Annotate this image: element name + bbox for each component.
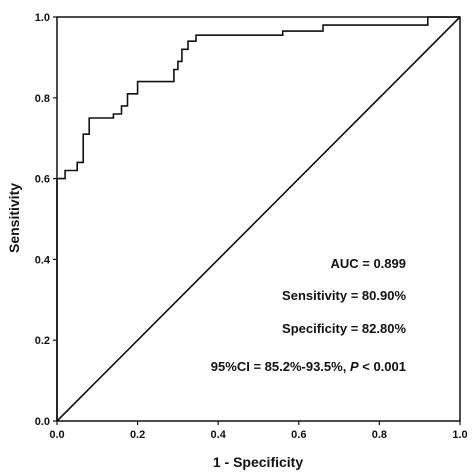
annotation-specificity-eq: = — [347, 321, 362, 336]
annotation-specificity: Specificity = 82.80% — [282, 321, 406, 336]
annotation-sensitivity: Sensitivity = 80.90% — [282, 288, 406, 303]
annotation-ci-eq: = — [250, 359, 265, 374]
y-tick-labels: 0.0 0.2 0.4 0.6 0.8 1.0 — [35, 12, 51, 428]
annotation-sensitivity-eq: = — [347, 288, 362, 303]
annotation-ci: 95%CI = 85.2%-93.5%, P < 0.001 — [211, 359, 406, 374]
x-tick-label: 0.2 — [130, 429, 145, 441]
x-tick-labels: 0.0 0.2 0.4 0.6 0.8 1.0 — [49, 429, 467, 441]
annotation-ci-label: 95%CI — [211, 359, 250, 374]
y-tick-label: 0.8 — [35, 93, 50, 105]
series-group — [56, 16, 461, 422]
annotation-sensitivity-label: Sensitivity — [282, 288, 348, 303]
annotation-specificity-label: Specificity — [282, 321, 348, 336]
x-axis-title: 1 - Specificity — [213, 454, 303, 470]
annotation-auc-value: 0.899 — [373, 256, 406, 271]
x-tick-label: 0.6 — [291, 429, 306, 441]
annotation-ci-value: 85.2%-93.5% — [265, 359, 343, 374]
y-tick-label: 0.4 — [35, 254, 51, 266]
annotation-auc-eq: = — [359, 256, 374, 271]
y-tick-label: 0.0 — [35, 416, 50, 428]
reference-diagonal — [56, 16, 461, 422]
x-tick-label: 0.4 — [211, 429, 227, 441]
x-tick-label: 0.0 — [49, 429, 64, 441]
y-tick-label: 0.2 — [35, 335, 50, 347]
annotation-p-value: < 0.001 — [362, 359, 406, 374]
y-axis-title: Sensitivity — [6, 183, 22, 253]
annotation-p-label: P — [350, 359, 359, 374]
x-tick-label: 1.0 — [452, 429, 467, 441]
y-tick-label: 0.6 — [35, 174, 50, 186]
roc-curve — [56, 16, 460, 421]
annotation-sensitivity-value: 80.90% — [362, 288, 407, 303]
annotation-auc-label: AUC — [330, 256, 359, 271]
annotation-auc: AUC = 0.899 — [330, 256, 406, 271]
x-tick-label: 0.8 — [372, 429, 387, 441]
annotation-ci-sep: , — [343, 359, 350, 374]
y-tick-label: 1.0 — [35, 12, 50, 24]
annotation-specificity-value: 82.80% — [362, 321, 407, 336]
